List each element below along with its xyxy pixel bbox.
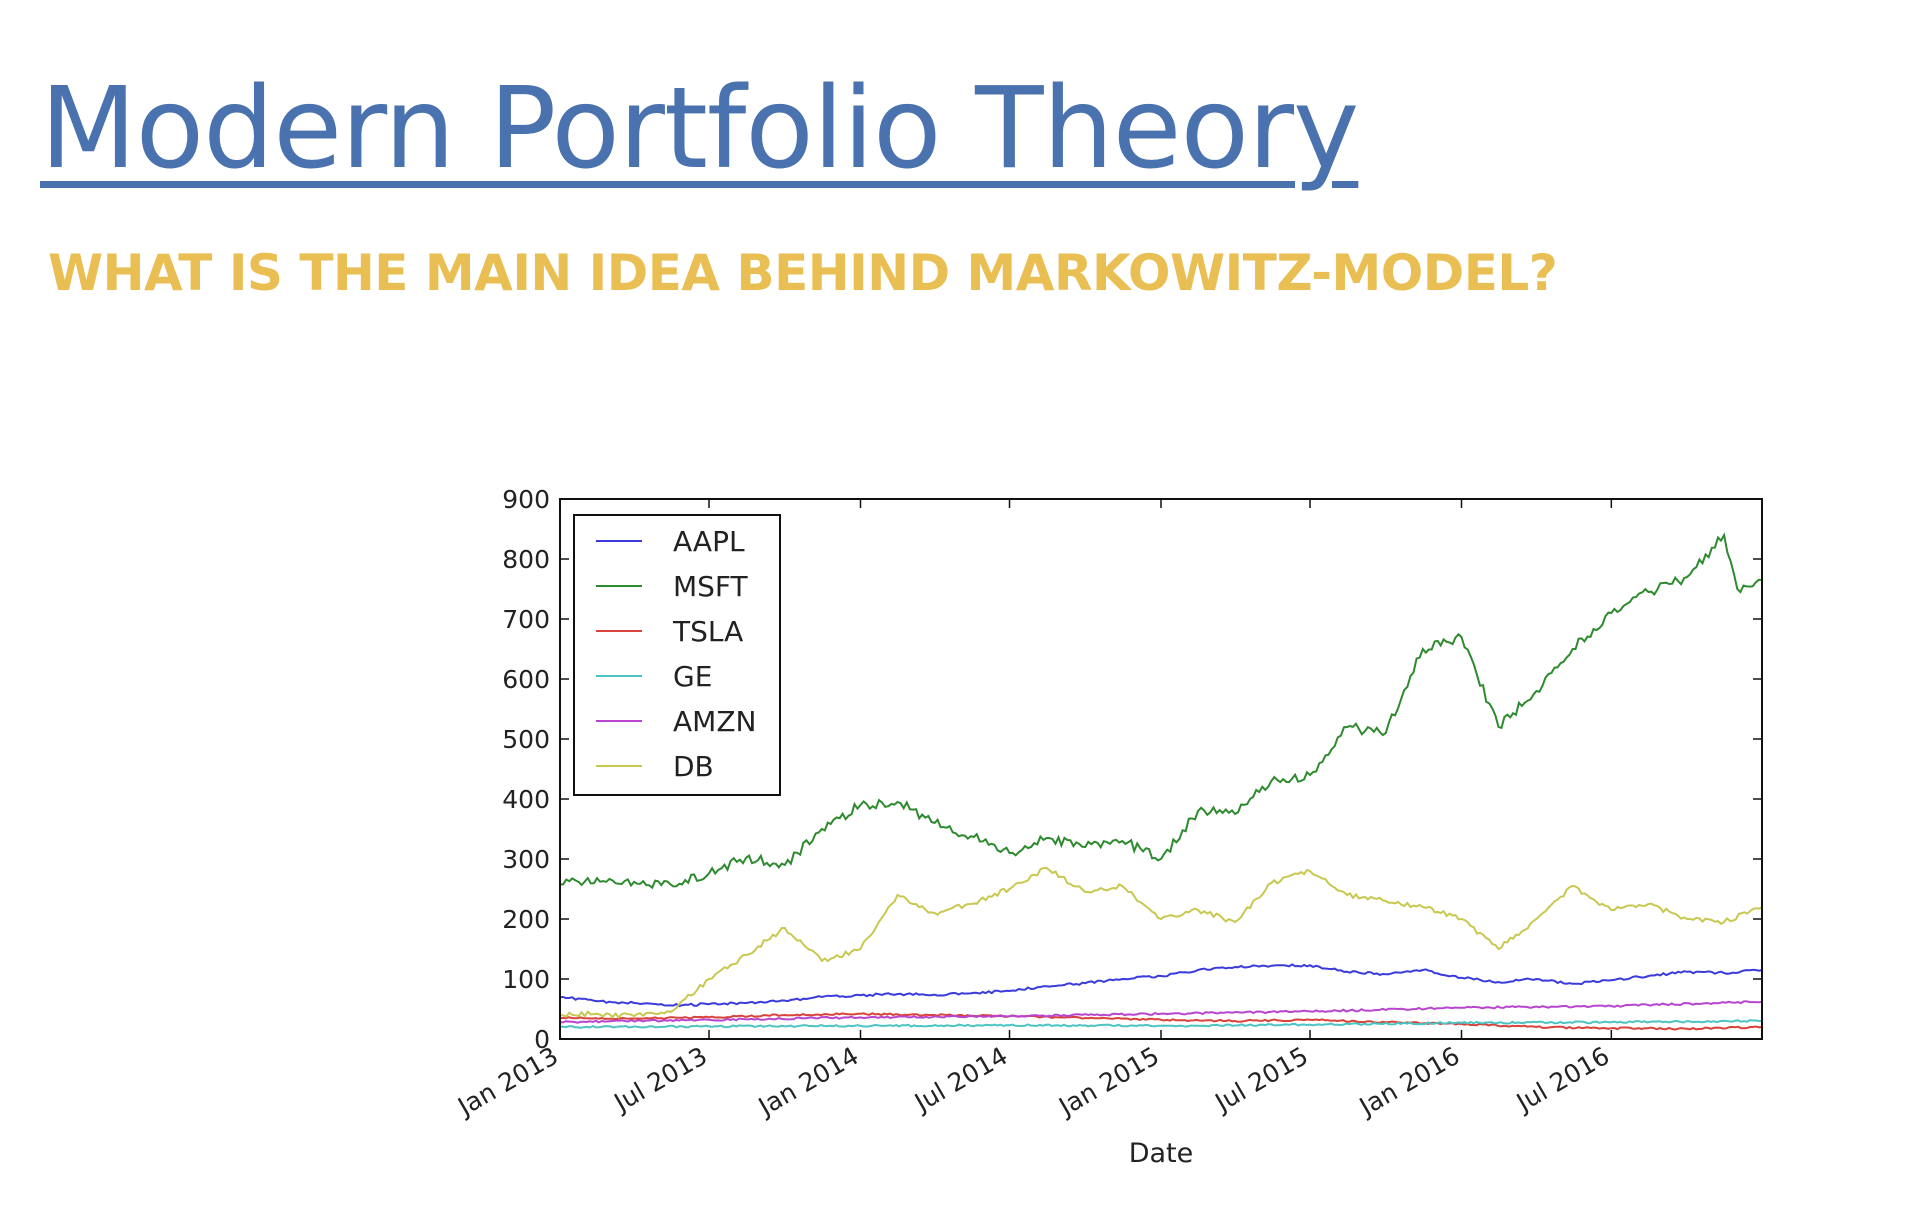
plot-lines [559, 532, 1763, 1031]
x-tick-label: Jul 2014 [908, 1041, 1012, 1118]
x-tick-label: Jan 2016 [1353, 1041, 1465, 1122]
y-axis: 0 100 200 300 400 500 600 700 800 900 [502, 485, 1762, 1054]
legend-label-tsla: TSLA [672, 615, 743, 648]
y-tick-label: 800 [502, 545, 550, 574]
y-tick-label: 900 [502, 485, 550, 514]
x-tick-label: Jul 2013 [608, 1041, 712, 1118]
legend-box [573, 514, 781, 796]
series-line-aapl [559, 963, 1763, 1008]
series-line-ge [559, 1019, 1762, 1029]
legend-label-db: DB [673, 750, 714, 783]
x-tick-label: Jan 2014 [752, 1041, 864, 1122]
legend-label-msft: MSFT [673, 570, 749, 603]
series-line-db [559, 866, 1763, 1020]
x-tick-label: Jan 2015 [1052, 1041, 1164, 1122]
legend-label-amzn: AMZN [673, 705, 756, 738]
y-tick-label: 100 [502, 965, 550, 994]
x-tick-label: Jan 2013 [451, 1041, 563, 1122]
y-tick-label: 0 [534, 1025, 550, 1054]
x-tick-label: Jul 2015 [1209, 1041, 1313, 1118]
x-axis-label: Date [1129, 1138, 1194, 1169]
slide-subtitle: WHAT IS THE MAIN IDEA BEHIND MARKOWITZ-M… [48, 244, 1558, 302]
y-tick-label: 200 [502, 905, 550, 934]
y-tick-label: 400 [502, 785, 550, 814]
x-tick-label: Jul 2016 [1510, 1041, 1614, 1118]
legend-label-ge: GE [673, 660, 712, 693]
slide-title: Modern Portfolio Theory [40, 64, 1359, 194]
y-tick-label: 700 [502, 605, 550, 634]
y-tick-label: 500 [502, 725, 550, 754]
y-tick-label: 600 [502, 665, 550, 694]
series-line-tsla [560, 1012, 1763, 1031]
series-line-amzn [559, 1000, 1763, 1024]
legend: AAPL MSFT TSLA GE AMZN DB [573, 514, 781, 796]
legend-label-aapl: AAPL [673, 525, 745, 558]
series-line-msft [559, 532, 1763, 890]
y-tick-label: 300 [502, 845, 550, 874]
